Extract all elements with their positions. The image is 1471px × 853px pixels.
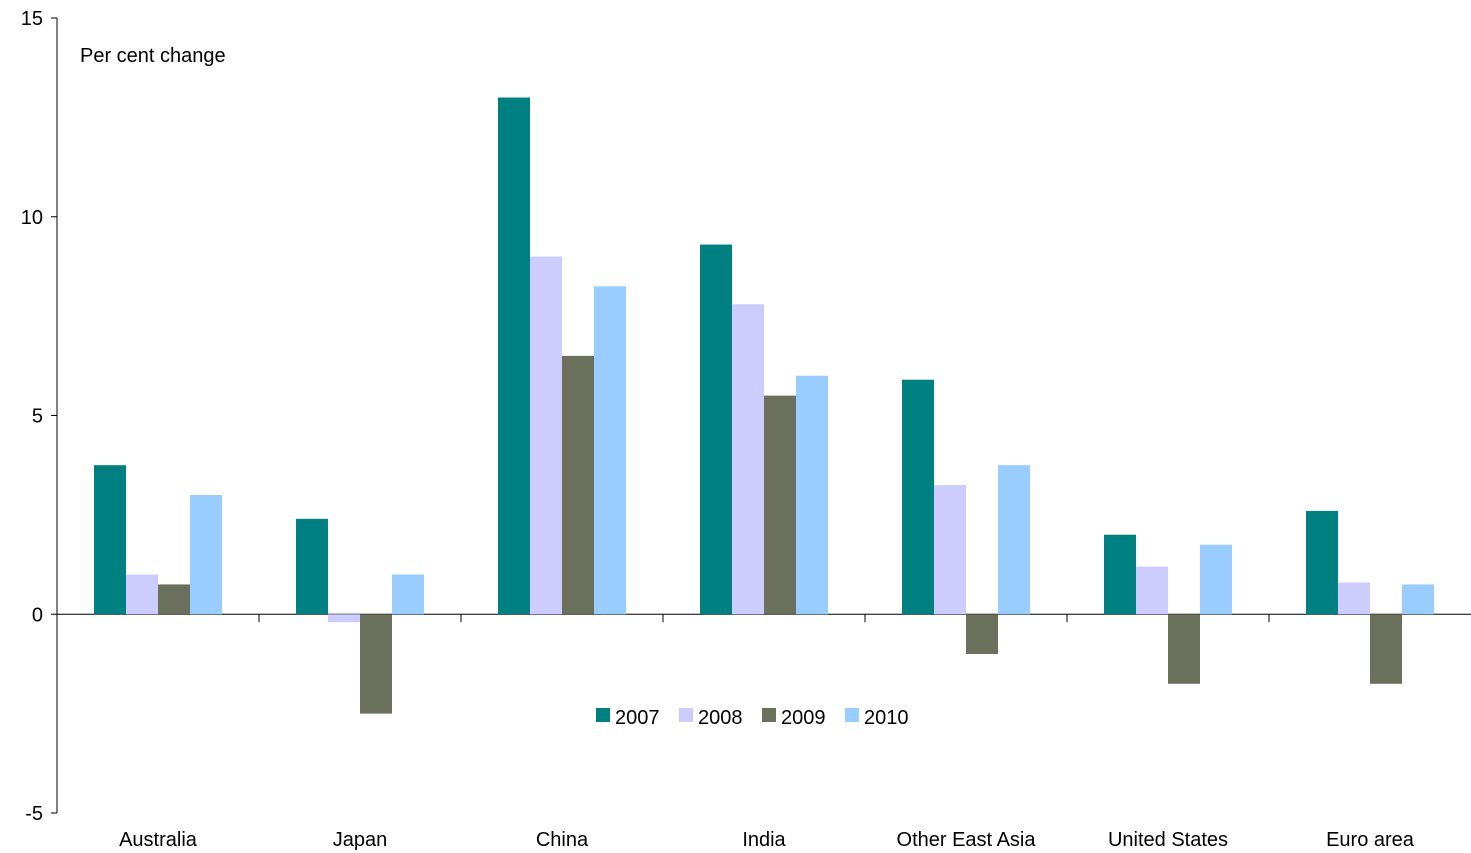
x-category-label: China — [536, 829, 589, 851]
x-category-label: Japan — [333, 829, 388, 851]
x-category-label: Australia — [119, 829, 198, 851]
legend-swatch-2008 — [679, 708, 693, 722]
bar-2008-euro-area — [1338, 582, 1370, 615]
bar-2010-india — [796, 375, 828, 615]
bar-2008-united-states — [1136, 566, 1168, 615]
bar-2007-australia — [94, 465, 126, 615]
bar-2009-china — [562, 355, 594, 615]
x-category-label: United States — [1108, 829, 1228, 851]
bar-2009-japan — [360, 614, 392, 714]
bar-2007-euro-area — [1306, 510, 1338, 615]
bar-2007-china — [498, 97, 530, 615]
bar-2008-australia — [126, 574, 158, 615]
y-axis-unit-label: Per cent change — [80, 45, 226, 67]
y-tick-label: 15 — [21, 8, 43, 30]
bar-2007-india — [700, 244, 732, 615]
axes: -5 0 5 10 15 Australia Japan China India Other Ea… — [21, 8, 1471, 851]
bar-2010-australia — [190, 495, 222, 615]
bar-2007-united-states — [1104, 534, 1136, 615]
x-category-label: India — [742, 829, 786, 851]
x-category-label: Euro area — [1326, 829, 1415, 851]
bar-2010-euro-area — [1402, 584, 1434, 615]
legend-label-2010: 2010 — [864, 707, 909, 729]
legend-label-2007: 2007 — [615, 707, 660, 729]
bar-2009-other-east-asia — [966, 614, 998, 654]
bar-2010-united-states — [1200, 544, 1232, 615]
y-tick-label: 0 — [32, 604, 43, 626]
legend-label-2008: 2008 — [698, 707, 743, 729]
bar-2008-china — [530, 256, 562, 615]
bar-2007-japan — [296, 518, 328, 615]
y-tick-label: 5 — [32, 406, 43, 428]
bar-2009-euro-area — [1370, 614, 1402, 684]
bar-2009-india — [764, 395, 796, 615]
y-tick-label: 10 — [21, 207, 43, 229]
bars — [94, 97, 1434, 714]
legend-swatch-2009 — [762, 708, 776, 722]
bar-2008-india — [732, 304, 764, 615]
legend-swatch-2010 — [845, 708, 859, 722]
bar-2008-other-east-asia — [934, 485, 966, 615]
y-tick-label: -5 — [25, 803, 43, 825]
bar-2007-other-east-asia — [902, 379, 934, 615]
x-category-label: Other East Asia — [897, 829, 1037, 851]
bar-2010-japan — [392, 574, 424, 615]
bar-2009-australia — [158, 584, 190, 615]
bar-2010-other-east-asia — [998, 465, 1030, 615]
bar-2008-japan — [328, 614, 360, 623]
bar-2010-china — [594, 286, 626, 615]
legend: 2007 2008 2009 2010 — [596, 707, 909, 729]
bar-2009-united-states — [1168, 614, 1200, 684]
legend-swatch-2007 — [596, 708, 610, 722]
legend-label-2009: 2009 — [781, 707, 826, 729]
